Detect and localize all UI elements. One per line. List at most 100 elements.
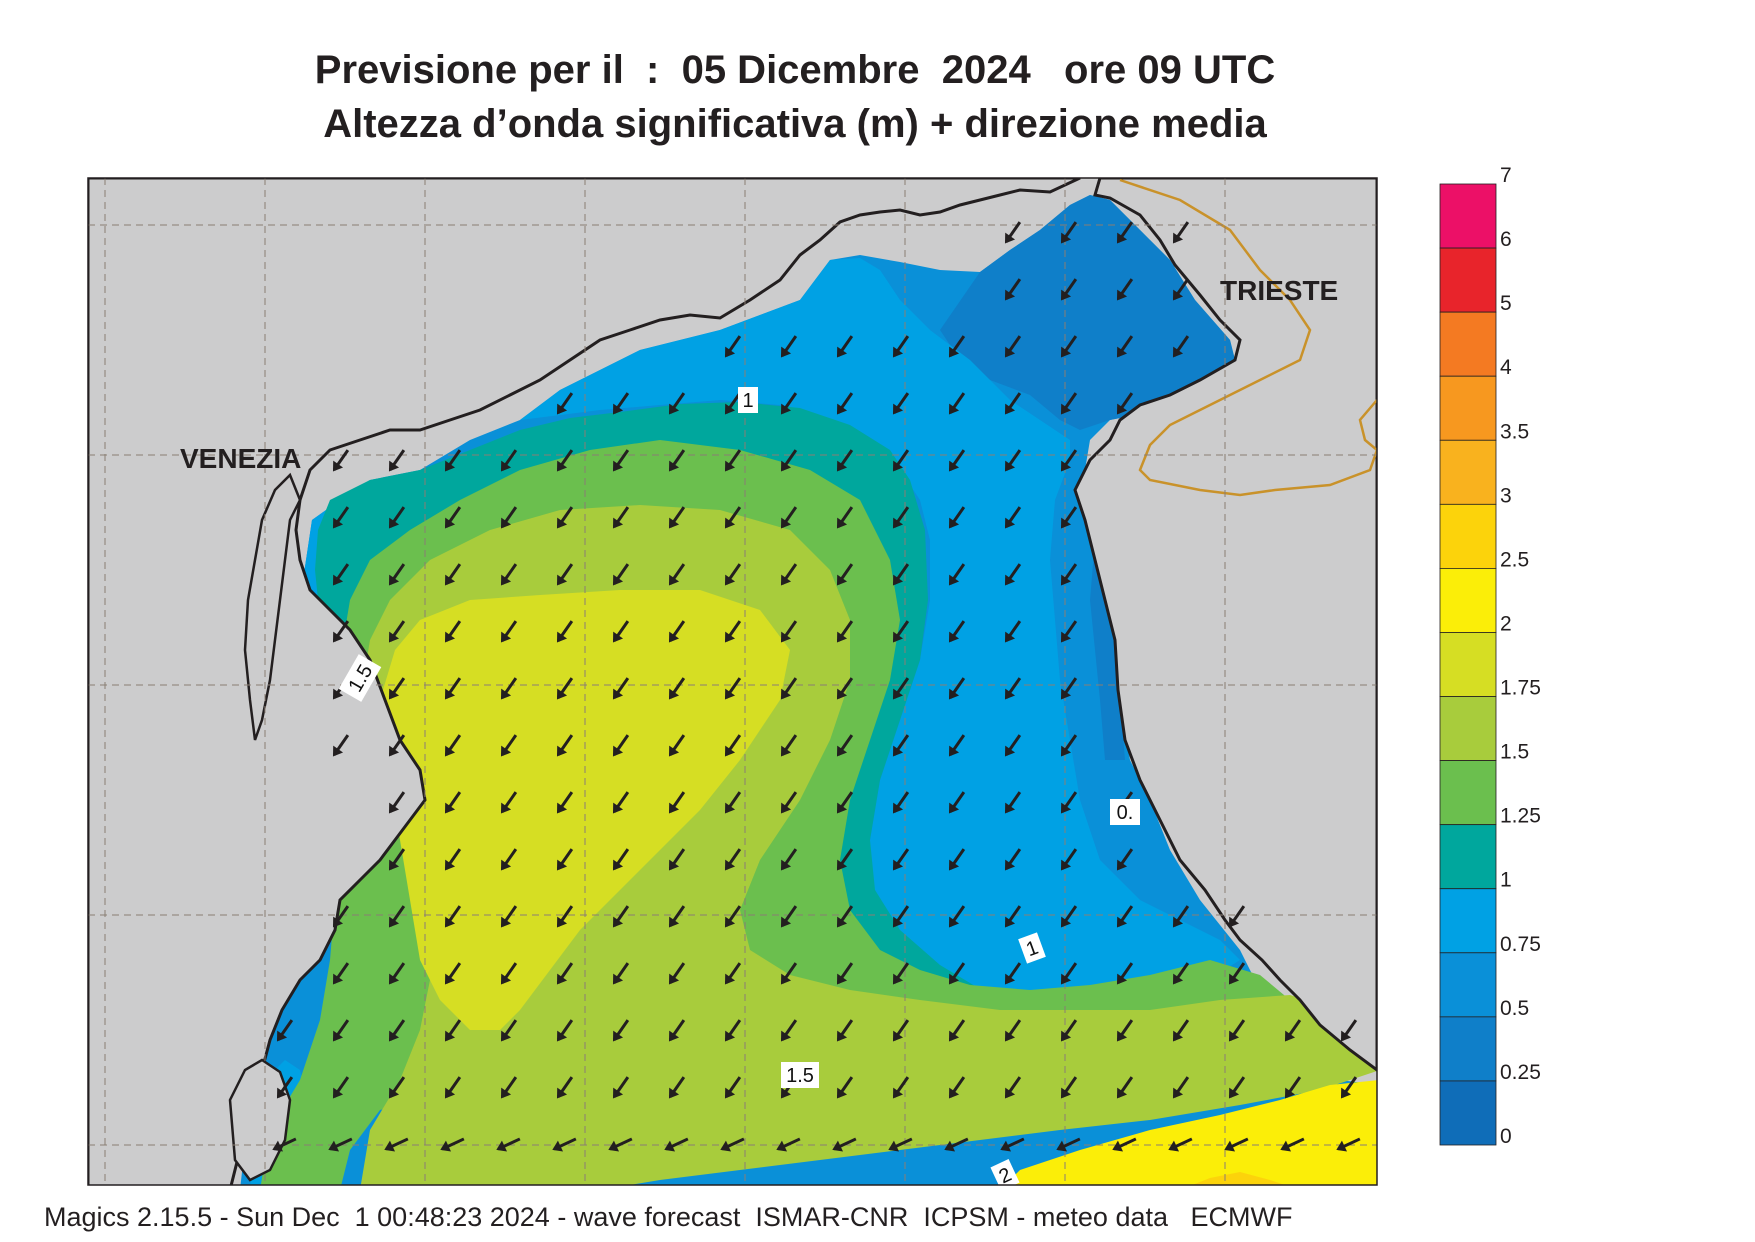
wave-direction-arrow	[1004, 221, 1022, 244]
wave-direction-arrow	[500, 905, 518, 928]
wave-direction-arrow	[1228, 1019, 1246, 1042]
color-scale-swatch	[1439, 632, 1497, 697]
wave-direction-arrow	[724, 449, 742, 472]
wave-direction-arrow	[892, 1076, 910, 1099]
wave-direction-arrow	[892, 335, 910, 358]
wave-direction-arrow	[612, 392, 630, 415]
wave-direction-arrow	[892, 848, 910, 871]
wave-direction-arrow	[388, 791, 406, 814]
wave-direction-arrow	[332, 620, 350, 643]
wave-direction-arrow	[948, 392, 966, 415]
wave-direction-arrow	[1060, 848, 1078, 871]
wave-direction-arrow	[892, 449, 910, 472]
wave-direction-arrow	[612, 848, 630, 871]
color-scale-swatch	[1439, 696, 1497, 761]
wave-direction-arrow	[776, 1137, 801, 1152]
wave-direction-arrow	[1004, 962, 1022, 985]
color-scale-swatch	[1439, 439, 1497, 505]
wave-direction-arrow	[556, 506, 574, 529]
wave-direction-arrow	[556, 1019, 574, 1042]
wave-direction-arrow	[1340, 1076, 1358, 1099]
color-scale-swatch	[1439, 760, 1497, 826]
wave-direction-arrow	[668, 1076, 686, 1099]
wave-direction-arrow	[1060, 449, 1078, 472]
wave-direction-arrow	[832, 1137, 857, 1152]
wave-direction-arrow	[888, 1137, 913, 1152]
wave-direction-arrow	[668, 449, 686, 472]
wave-direction-arrow	[612, 1076, 630, 1099]
wave-direction-arrow	[836, 962, 854, 985]
color-scale-label: 3.5	[1500, 420, 1529, 443]
color-scale-label: 1	[1500, 869, 1512, 892]
wave-direction-arrow	[836, 620, 854, 643]
wave-direction-arrow	[724, 335, 742, 358]
wave-direction-arrow	[556, 392, 574, 415]
wave-direction-arrow	[724, 563, 742, 586]
color-scale-label: 4	[1500, 356, 1512, 379]
color-scale-label: 2.5	[1500, 548, 1529, 571]
wave-direction-arrow	[1116, 392, 1134, 415]
wave-direction-arrow	[1116, 1019, 1134, 1042]
wave-direction-arrow	[1172, 335, 1190, 358]
wave-direction-arrow	[500, 620, 518, 643]
color-scale-label: 5	[1500, 292, 1512, 315]
color-scale-label: 2	[1500, 612, 1512, 635]
wave-direction-arrow	[1060, 506, 1078, 529]
wave-direction-arrow	[444, 506, 462, 529]
wave-direction-arrow	[836, 848, 854, 871]
wave-direction-arrow	[332, 449, 350, 472]
wave-direction-arrow	[1116, 278, 1134, 301]
wave-direction-arrow	[724, 791, 742, 814]
wave-direction-arrow	[668, 677, 686, 700]
wave-direction-arrow	[836, 677, 854, 700]
wave-direction-arrow	[556, 677, 574, 700]
wave-direction-arrow	[836, 1076, 854, 1099]
color-scale-label: 0.75	[1500, 933, 1541, 956]
wave-direction-arrow	[1060, 221, 1078, 244]
wave-direction-arrow	[836, 335, 854, 358]
wave-direction-arrow	[440, 1137, 465, 1152]
wave-direction-arrow	[1056, 1137, 1081, 1152]
wave-direction-arrow	[608, 1137, 633, 1152]
color-scale-swatch	[1439, 824, 1497, 890]
wave-direction-arrow	[892, 620, 910, 643]
wave-direction-arrow	[388, 449, 406, 472]
wave-direction-arrow	[948, 449, 966, 472]
wave-direction-arrow	[444, 848, 462, 871]
wave-direction-arrow	[1116, 848, 1134, 871]
wave-direction-arrow	[780, 620, 798, 643]
wave-direction-arrow	[948, 677, 966, 700]
wave-direction-arrow	[668, 962, 686, 985]
wave-direction-arrow	[332, 506, 350, 529]
wave-direction-arrow	[948, 620, 966, 643]
national-border	[1119, 178, 1377, 497]
wave-direction-arrow	[444, 449, 462, 472]
wave-direction-arrow	[1060, 677, 1078, 700]
color-scale-swatch	[1439, 503, 1497, 569]
wave-direction-arrow	[556, 791, 574, 814]
wave-direction-arrow	[1228, 905, 1246, 928]
wave-direction-arrow	[500, 677, 518, 700]
wave-direction-arrow	[1172, 221, 1190, 244]
wave-direction-arrow	[1116, 1076, 1134, 1099]
wave-direction-arrow	[1060, 1076, 1078, 1099]
wave-direction-arrow	[668, 848, 686, 871]
sea-band-0.5-east	[1090, 540, 1125, 760]
footer-credits: Magics 2.15.5 - Sun Dec 1 00:48:23 2024 …	[44, 1202, 1293, 1232]
color-scale-swatch	[1439, 311, 1497, 377]
wave-direction-arrow	[500, 506, 518, 529]
wave-direction-arrow	[668, 506, 686, 529]
wave-direction-arrow	[556, 848, 574, 871]
wave-direction-arrow	[948, 1019, 966, 1042]
wave-direction-arrow	[948, 734, 966, 757]
wave-direction-arrow	[892, 791, 910, 814]
wave-direction-arrow	[948, 791, 966, 814]
color-scale-swatch	[1439, 568, 1497, 633]
wave-direction-arrow	[612, 620, 630, 643]
title-line-2: Altezza d’onda significativa (m) + direz…	[323, 102, 1267, 146]
wave-direction-arrow	[1116, 221, 1134, 244]
wave-direction-arrow	[1060, 278, 1078, 301]
land-east	[1073, 178, 1377, 1072]
wave-direction-arrow	[500, 1076, 518, 1099]
wave-direction-arrow	[612, 905, 630, 928]
